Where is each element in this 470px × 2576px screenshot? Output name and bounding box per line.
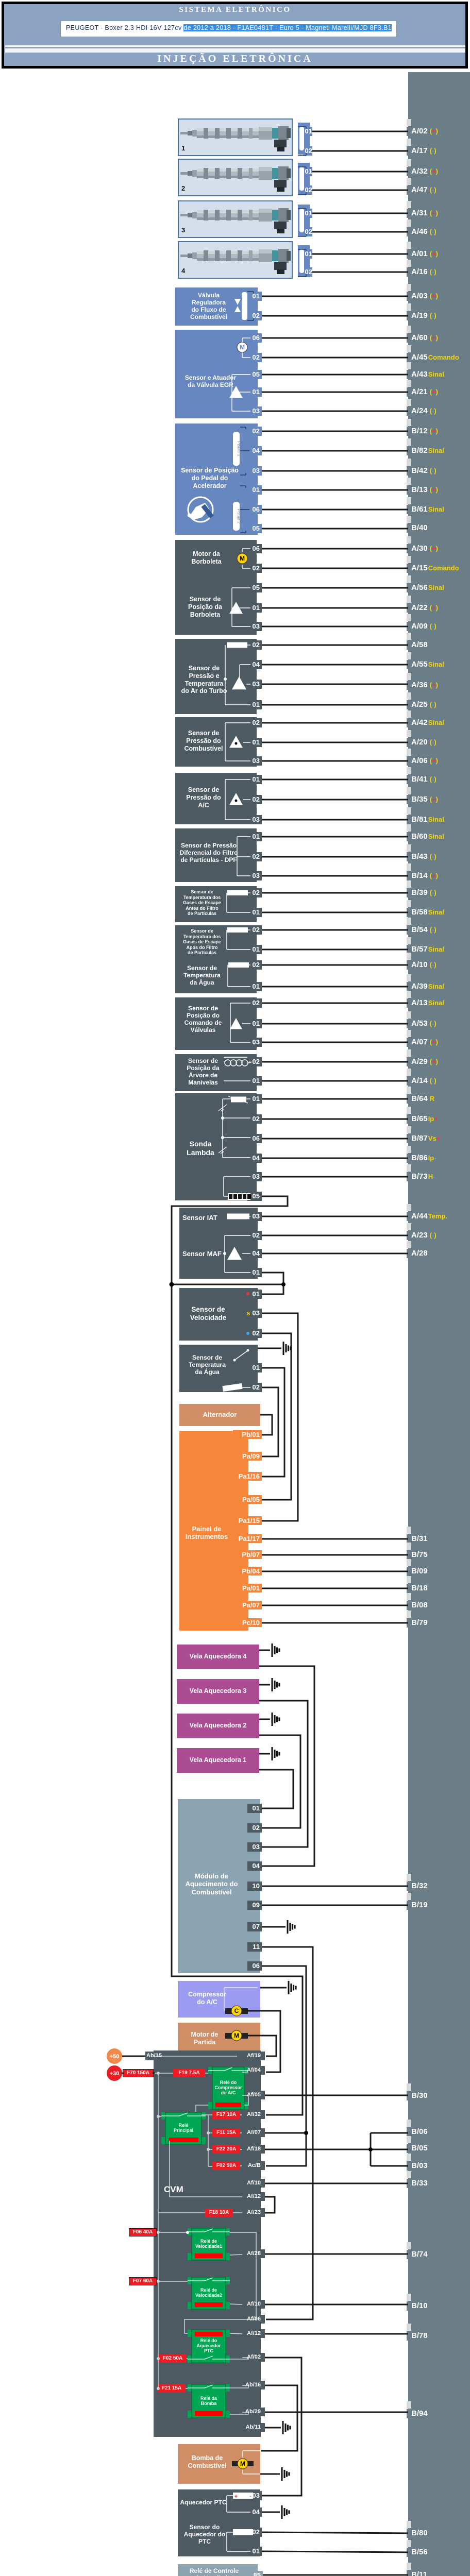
svg-text:+: + — [234, 2494, 238, 2500]
svg-text:-: - — [249, 2493, 251, 2499]
svg-text:M: M — [240, 344, 245, 351]
svg-text:M: M — [240, 555, 245, 562]
svg-text:+30: +30 — [110, 2071, 120, 2077]
svg-text:M: M — [240, 2460, 245, 2467]
svg-text:C: C — [234, 2007, 239, 2014]
svg-text:Pistão 1: Pistão 1 — [237, 442, 241, 456]
svg-text:Pistão 2: Pistão 2 — [237, 509, 241, 524]
svg-text:+50: +50 — [110, 2054, 120, 2060]
svg-text:S: S — [247, 1311, 250, 1317]
svg-text:M: M — [234, 2032, 239, 2039]
